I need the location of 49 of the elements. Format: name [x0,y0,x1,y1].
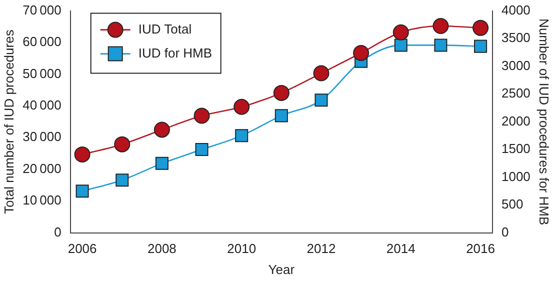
point [155,156,168,170]
y2-tick-label: 1500 [501,141,530,156]
x-tick-label: 2010 [227,241,256,256]
point [74,146,90,162]
y-tick-label: 0 [54,224,62,240]
y2-tick-label: 3000 [501,58,530,73]
point [274,109,288,122]
point [434,38,448,52]
y-tick-label: 30 000 [22,129,62,144]
point [392,24,409,40]
point [76,184,89,198]
point [194,108,210,124]
point [273,84,290,101]
point [474,40,488,53]
y-tick-label: 50 000 [22,66,62,81]
y-tick-label: 10 000 [22,192,62,208]
point [314,94,328,107]
point [116,174,129,187]
point [394,38,408,52]
x-axis-title: Year [268,262,296,277]
x-tick-label: 2016 [466,241,495,256]
y2-tick-label: 1000 [501,168,530,184]
x-tick-label: 2008 [147,241,176,256]
y-tick-label: 40 000 [22,98,62,113]
point [195,143,208,156]
point [235,129,248,142]
y-tick-label: 60 000 [22,34,62,50]
y-tick-label: 20 000 [22,160,62,176]
y2-tick-label: 2500 [501,86,530,101]
legend-label: IUD Total [138,21,192,36]
y2-tick-label: 4000 [501,2,530,18]
legend-label: IUD for HMB [138,45,212,60]
point [353,44,370,61]
y2-tick-label: 500 [501,196,524,212]
y-axis-title: Total number of IUD procedures [1,29,16,214]
point [234,98,250,115]
point [472,20,489,36]
point [114,136,130,152]
point [432,18,449,34]
point [154,122,170,138]
x-tick-label: 2006 [68,241,97,256]
y2-tick-label: 3500 [501,30,530,46]
y2-axis-title: Number of IUD procedures for HMB [536,18,552,226]
x-tick-label: 2012 [306,241,336,256]
y-tick-label: 70 000 [22,2,62,18]
y2-tick-label: 2000 [501,113,530,128]
point [313,65,330,82]
y2-tick-label: 0 [501,224,509,240]
x-tick-label: 2014 [386,241,416,256]
